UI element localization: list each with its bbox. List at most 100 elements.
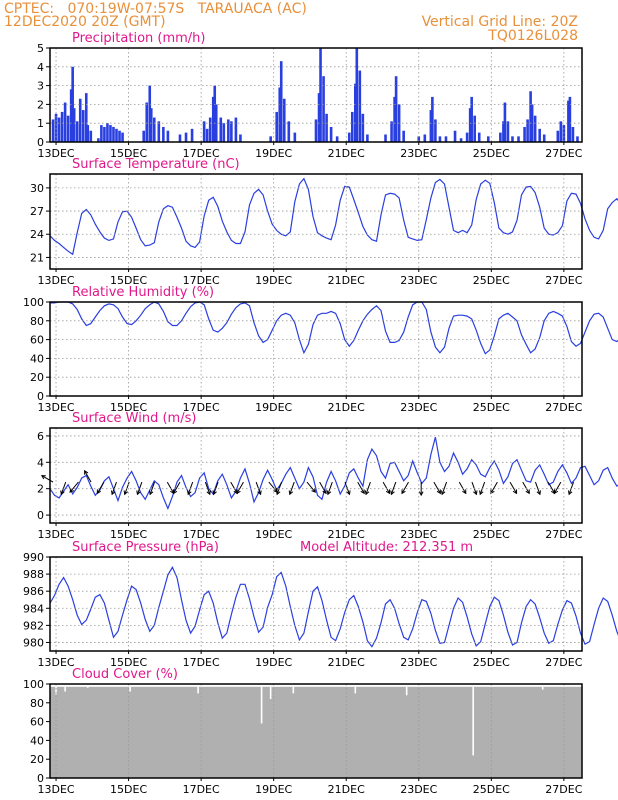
precip-date-7: 27DEC xyxy=(545,147,582,160)
precip-bar-83 xyxy=(465,132,469,142)
wind-date-6: 25DEC xyxy=(473,528,510,541)
wind-arrow-10 xyxy=(172,481,181,495)
precip-bar-106 xyxy=(568,96,572,142)
precip-bar-40 xyxy=(214,104,218,142)
precip-date-2: 17DEC xyxy=(183,147,220,160)
wind-arrow-1 xyxy=(60,481,67,496)
precip-bar-16 xyxy=(100,125,103,142)
precip-bar-62 xyxy=(350,111,354,142)
precip-bar-89 xyxy=(499,132,502,142)
precip-bar-7 xyxy=(71,66,74,142)
precip-bar-91 xyxy=(503,102,507,142)
precip-bar-63 xyxy=(353,83,357,142)
precip-bar-103 xyxy=(559,121,563,142)
wind-ytick-1: 2 xyxy=(37,483,44,496)
cloud-dip-5 xyxy=(197,686,199,694)
precip-bar-104 xyxy=(562,125,566,142)
precip-bar-5 xyxy=(66,115,70,142)
wind-arrow-4 xyxy=(96,481,105,495)
cloud-dip-2 xyxy=(64,686,66,692)
cloud-ytick-5: 100 xyxy=(23,678,44,691)
wind-arrow-31 xyxy=(441,481,448,496)
precip-date-5: 23DEC xyxy=(400,147,437,160)
pressure-ytick-1: 982 xyxy=(23,619,44,632)
precip-bar-69 xyxy=(390,121,393,142)
precip-bar-53 xyxy=(293,132,297,142)
precip-bar-60 xyxy=(335,136,339,142)
wind-arrow-15 xyxy=(236,481,244,495)
wind-ytick-2: 4 xyxy=(37,456,44,469)
precip-bar-27 xyxy=(149,108,153,142)
precip-bar-9 xyxy=(75,121,79,142)
wind-arrow-22 xyxy=(326,481,333,496)
wind-arrow-16 xyxy=(255,481,262,496)
precip-bar-46 xyxy=(239,134,242,142)
cloud-date-5: 23DEC xyxy=(400,783,437,796)
precip-bar-26 xyxy=(148,85,152,142)
rh-ytick-1: 20 xyxy=(30,371,44,384)
precip-bar-41 xyxy=(219,117,223,142)
precip-bar-2 xyxy=(57,117,61,142)
precip-bar-78 xyxy=(434,119,437,142)
precip-bar-56 xyxy=(319,48,322,142)
precip-bar-23 xyxy=(121,132,124,142)
wind-arrow-21 xyxy=(319,481,327,495)
cloud-date-1: 15DEC xyxy=(110,783,147,796)
precip-date-0: 13DEC xyxy=(37,147,74,160)
precip-bar-102 xyxy=(556,130,560,142)
pressure-date-6: 25DEC xyxy=(473,656,510,669)
wind-frame xyxy=(49,427,583,524)
precip-bar-77 xyxy=(431,96,434,142)
temp-ytick-3: 30 xyxy=(30,182,44,195)
precip-bar-52 xyxy=(287,121,291,142)
wind-arrow-9 xyxy=(166,481,175,495)
precip-bar-25 xyxy=(145,102,149,142)
temp-date-7: 27DEC xyxy=(545,274,582,287)
precip-bar-65 xyxy=(358,70,362,142)
precip-bar-100 xyxy=(538,128,541,142)
precip-bar-24 xyxy=(142,130,146,142)
rh-series xyxy=(50,301,618,355)
precip-bar-19 xyxy=(109,125,112,142)
precip-bar-54 xyxy=(314,119,318,142)
wind-arrow-35 xyxy=(490,481,498,495)
wind-line xyxy=(49,437,618,511)
precip-bar-36 xyxy=(205,128,209,142)
temp-ytick-2: 27 xyxy=(30,205,44,218)
precip-bar-75 xyxy=(423,134,427,142)
precip-bar-17 xyxy=(103,126,106,142)
precip-bar-79 xyxy=(438,136,442,142)
precip-bar-39 xyxy=(213,85,217,142)
rh-ytick-4: 80 xyxy=(30,315,44,328)
precip-date-4: 21DEC xyxy=(328,147,365,160)
temp-series xyxy=(49,177,618,256)
precip-bar-48 xyxy=(275,111,279,142)
wind-arrow-3 xyxy=(84,469,92,483)
precip-bar-94 xyxy=(517,136,520,142)
pressure-annotation: Model Altitude: 212.351 m xyxy=(300,540,473,555)
precip-bar-85 xyxy=(470,96,473,142)
pressure-line xyxy=(49,566,618,648)
wind-arrow-32 xyxy=(458,481,467,495)
wind-arrow-27 xyxy=(390,481,397,496)
wind-date-2: 17DEC xyxy=(183,528,220,541)
temp-date-3: 19DEC xyxy=(255,274,292,287)
precip-bar-30 xyxy=(162,126,165,142)
pressure-date-7: 27DEC xyxy=(545,656,582,669)
temp-title: Surface Temperature (nC) xyxy=(72,157,240,172)
header-run-date: 12DEC2020 20Z (GMT) xyxy=(4,14,166,30)
precip-bar-15 xyxy=(97,138,100,142)
precip-bar-33 xyxy=(184,132,188,142)
temp-date-1: 15DEC xyxy=(110,274,147,287)
header-grid-line: Vertical Grid Line: 20Z xyxy=(422,14,578,30)
pressure-date-0: 13DEC xyxy=(37,656,74,669)
precip-bar-3 xyxy=(60,111,64,142)
precip-bar-21 xyxy=(115,128,118,142)
precip-bar-13 xyxy=(86,125,90,142)
header-location: CPTEC: 070:19W-07:57S TARAUACA (AC) xyxy=(4,1,307,17)
precip-bar-42 xyxy=(222,123,226,142)
rh-date-0: 13DEC xyxy=(37,401,74,414)
temp-date-4: 21DEC xyxy=(328,274,365,287)
cloud-ytick-2: 40 xyxy=(30,734,44,747)
